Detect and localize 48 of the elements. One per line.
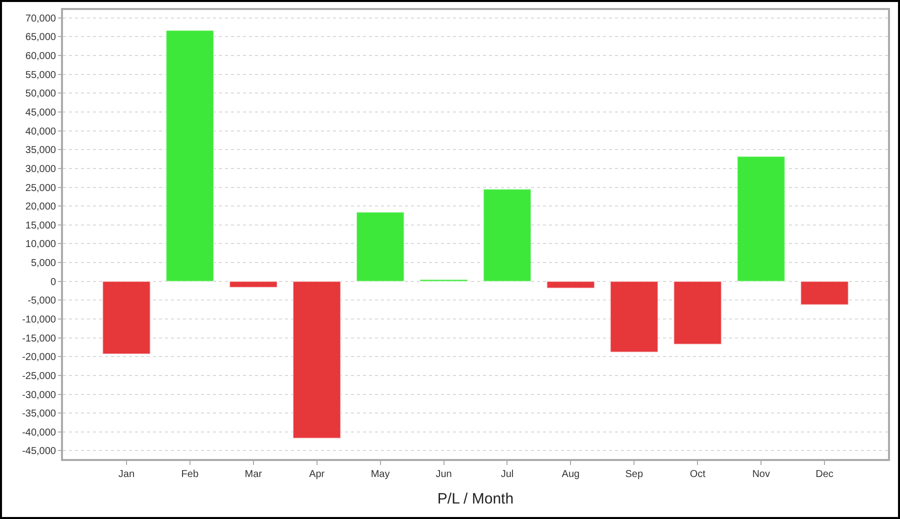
y-tick-label: 65,000 [25, 32, 56, 44]
x-tick-label: Jan [118, 469, 135, 480]
y-tick-label: 20,000 [25, 202, 56, 213]
y-tick-label: -45,000 [22, 446, 56, 458]
y-tick-label: 35,000 [25, 145, 56, 156]
y-tick-label: -10,000 [22, 314, 56, 326]
y-tick-label: 40,000 [25, 126, 56, 138]
y-tick-label: 50,000 [25, 88, 56, 100]
y-tick-label: 60,000 [25, 51, 56, 62]
y-tick-label: -35,000 [22, 408, 56, 420]
y-tick-label: -15,000 [22, 333, 56, 344]
bar [546, 280, 595, 289]
bar [482, 188, 532, 282]
x-tick-label: May [370, 469, 390, 480]
y-tick-label: 25,000 [25, 182, 56, 194]
bar [800, 280, 849, 306]
x-tick-label: Mar [244, 469, 263, 480]
x-tick-label: Jul [500, 469, 514, 480]
y-tick-label: 5,000 [30, 258, 56, 270]
y-tick-label: 15,000 [25, 220, 56, 232]
y-tick-label: -20,000 [22, 352, 56, 364]
y-tick-label: -5,000 [28, 296, 56, 307]
x-axis-title: P/L / Month [437, 490, 514, 508]
bar [102, 280, 151, 354]
y-tick-label: -30,000 [22, 390, 56, 401]
x-tick-label: Feb [181, 469, 199, 480]
bar [229, 280, 278, 288]
x-tick-label: Dec [816, 469, 834, 480]
y-tick-label: 30,000 [25, 164, 56, 175]
y-tick-label: 10,000 [25, 239, 56, 250]
y-tick-label: 0 [50, 276, 56, 288]
y-tick-label: -40,000 [22, 427, 56, 438]
x-tick-label: Jun [436, 469, 452, 480]
x-tick-label: Apr [309, 469, 326, 480]
bar [736, 156, 786, 282]
x-tick-label: Sep [625, 469, 644, 480]
y-tick-label: 70,000 [25, 13, 56, 24]
y-tick-label: 45,000 [25, 107, 56, 118]
bar [356, 212, 405, 282]
bar [166, 30, 214, 282]
y-tick-label: -25,000 [22, 370, 56, 382]
x-tick-label: Aug [562, 469, 580, 480]
y-tick-label: 55,000 [25, 70, 56, 81]
bar [610, 280, 658, 353]
x-tick-label: Oct [690, 469, 706, 480]
bar [292, 280, 342, 439]
bar [673, 280, 722, 345]
x-tick-label: Nov [752, 469, 770, 480]
